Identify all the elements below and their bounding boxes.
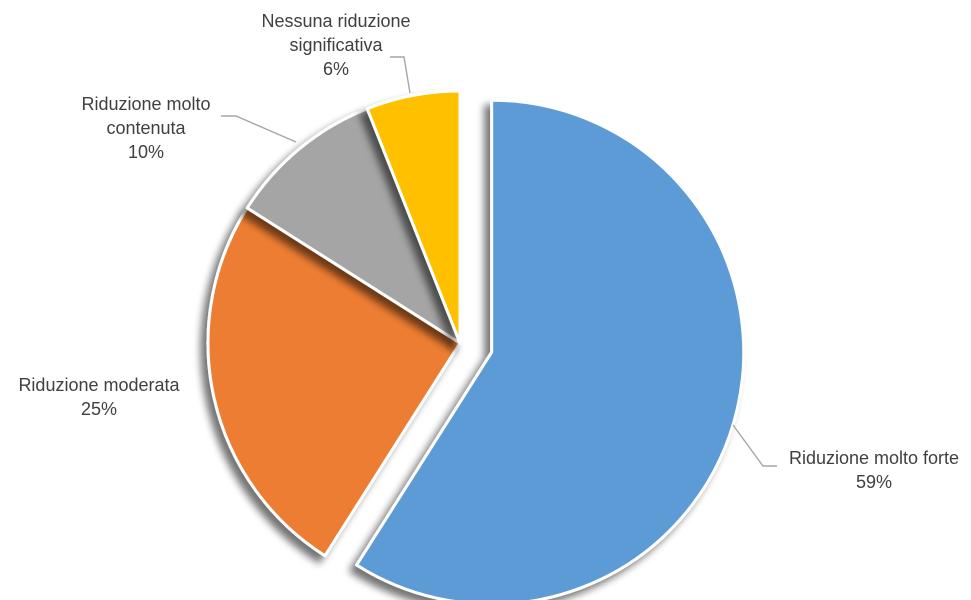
pie-slice-riduzione-moderata xyxy=(206,206,462,558)
data-label-category-nessuna-riduzione-significativa-line1: Nessuna riduzione xyxy=(261,11,410,31)
data-label-category-riduzione-molto-forte-line1: Riduzione molto forte xyxy=(789,448,959,468)
pie-slice-nessuna-riduzione-significativa xyxy=(365,89,462,345)
leader-line-riduzione-molto-forte xyxy=(732,424,777,467)
pie-slice-riduzione-molto-forte xyxy=(355,98,746,600)
data-label-category-riduzione-molto-contenuta-line1: Riduzione molto xyxy=(81,94,210,114)
data-label-category-riduzione-moderata-line1: Riduzione moderata xyxy=(18,375,180,395)
data-labels: Riduzione molto forte 59% Riduzione modera… xyxy=(18,11,959,492)
data-label-percent-riduzione-molto-contenuta: 10% xyxy=(128,142,164,162)
data-label-category-nessuna-riduzione-significativa-line2: significativa xyxy=(289,35,383,55)
data-label-percent-riduzione-molto-forte: 59% xyxy=(856,472,892,492)
leader-line-riduzione-molto-contenuta xyxy=(221,115,297,143)
data-label-category-riduzione-molto-contenuta-line2: contenuta xyxy=(106,118,186,138)
leader-lines xyxy=(221,56,777,467)
data-label-percent-nessuna-riduzione-significativa: 6% xyxy=(323,59,349,79)
data-label-percent-riduzione-moderata: 25% xyxy=(81,399,117,419)
leader-line-nessuna-riduzione-significativa xyxy=(390,56,411,94)
pie-slices xyxy=(206,89,746,600)
pie-slice-riduzione-molto-contenuta xyxy=(245,107,462,345)
